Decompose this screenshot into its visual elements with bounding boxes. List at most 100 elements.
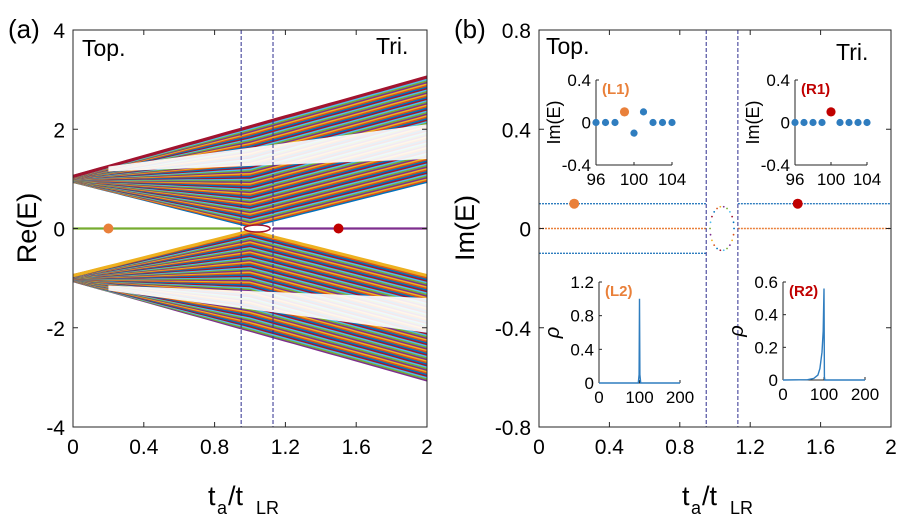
inset-eigenvalue-point [863,118,871,127]
inset-y-tick-label: 0 [781,114,790,133]
panel-a-left-annotation: Top. [82,35,125,61]
transition-dot [722,249,725,252]
x-tick-label: 1.6 [342,436,371,459]
y-tick-label: 2 [53,119,65,142]
x-tick-label: 0.4 [595,436,625,459]
inset-y-tick-label: 0.2 [754,338,778,357]
inset-y-tick-label: 0.4 [766,71,790,90]
inset-eigenvalue-point [845,118,853,127]
y-tick-label: 0.4 [502,119,532,142]
y-tick-label: -0.8 [495,417,531,440]
band-gap [108,285,427,333]
inset-y-tick-label: 0 [769,371,778,390]
transition-dot [726,207,728,210]
inset-eigenvalue-point [854,118,862,127]
panel-b-label: (b) [454,14,486,44]
inset-ylabel: ρ [726,325,748,337]
panel-b-xlabel-sub1: a [691,498,702,518]
transition-dot [713,210,716,213]
inset-l2: 0 100 200 1.2 0.8 0.4 0 ρ (L2) [542,273,694,407]
transition-dot [709,233,712,236]
panel-a-ticks: 0 0.4 0.8 1.2 1.6 2 -4 -2 0 2 4 [46,20,433,459]
inset-y-tick-label: 0.4 [570,340,594,359]
transition-dot [732,233,735,236]
panel-b-ylabel: Im(E) [450,195,480,261]
inset-x-tick-label: 200 [666,388,694,407]
panel-a-ylabel: Re(E) [12,193,42,264]
x-tick-label: 1.6 [806,436,835,459]
transition-dot [719,249,722,252]
inset-panel-label: (L1) [602,81,630,98]
marker-topological [103,223,114,234]
transition-dot [722,205,725,208]
x-tick-label: 0.8 [665,436,694,459]
y-tick-label: -2 [46,318,65,341]
inset-x-tick-label: 104 [853,170,881,189]
inset-x-tick-label: 104 [658,170,686,189]
inset-x-tick-label: 100 [810,385,838,404]
inset-eigenvalue-point [658,118,667,127]
inset-eigenvalue-point [809,118,817,127]
x-tick-label: 0.4 [129,436,159,459]
panel-b-insets: 96 100 104 0.4 0 -0.4 Im(E) (L1) 96 100 104 0.4 0 -0.… [542,71,881,407]
transition-dot [731,215,734,218]
panel-a-right-annotation: Tri. [376,33,408,59]
inset-panel-label: (L2) [605,283,633,300]
panel-a: (a) 0 0.4 0.8 1.2 1.6 2 -4 -2 0 2 4 Top. Tri. Re(E… [8,14,433,518]
x-tick-label: 2 [885,436,897,459]
inset-density-curve [599,298,680,384]
y-tick-label: 0 [53,219,65,242]
inset-highlight-point [826,107,836,117]
panel-b-right-annotation: Tri. [836,39,868,65]
panel-b-xlabel-sub2: LR [730,498,753,518]
inset-x-tick-label: 100 [817,170,845,189]
transition-dot [726,247,728,250]
inset-x-tick-label: 100 [625,388,653,407]
x-tick-label: 0.8 [200,436,229,459]
x-tick-label: 1.2 [271,436,300,459]
inset-y-tick-label: -0.4 [562,156,591,175]
panel-a-bands [73,30,427,427]
inset-eigenvalue-point [630,129,638,137]
transition-dot [716,207,718,210]
inset-panel-label: (R1) [801,81,830,98]
inset-y-tick-label: 0.4 [754,306,778,325]
inset-eigenvalue-point [592,118,600,127]
inset-eigenvalue-point [649,118,657,127]
band-line [73,75,427,178]
transition-dot [711,215,713,218]
transition-dot [728,244,731,247]
transition-dot [711,239,713,242]
inset-highlight-point [619,107,630,117]
inset-eigenvalue-point [611,118,619,127]
x-tick-label: 0 [533,436,545,459]
panel-a-xlabel: t a /t LR [208,481,279,518]
transition-dot [709,221,712,224]
inset-x-tick-label: 0 [778,385,787,404]
inset-y-tick-label: 1.2 [570,273,594,292]
inset-eigenvalue-point [639,108,648,116]
panel-b-plot [539,30,891,427]
inset-x-tick-label: 96 [587,170,606,189]
panel-b-xlabel: t a /t LR [682,481,753,518]
inset-eigenvalue-point [818,118,826,127]
transition-dot [719,205,722,208]
x-tick-label: 2 [421,436,433,459]
inset-r2: 0 100 200 0.6 0.4 0.2 0 ρ (R2) [726,273,879,404]
panel-b-xlabel-slash: /t [702,481,718,511]
inset-density-curve [782,288,865,381]
panel-b-xlabel-main: t [682,481,690,511]
panel-a-xlabel-sub1: a [217,498,228,518]
inset-ylabel: Im(E) [544,101,564,145]
inset-x-tick-label: 96 [786,170,805,189]
y-tick-label: 0.8 [502,20,531,43]
transition-dot [733,227,735,230]
panel-b-left-annotation: Top. [546,33,589,59]
inset-y-tick-label: -0.4 [761,156,790,175]
y-tick-label: 0 [519,219,531,242]
panel-a-xlabel-main: t [208,481,216,511]
transition-dot [709,227,711,230]
marker-topological [569,198,580,209]
panel-a-label: (a) [8,14,40,44]
